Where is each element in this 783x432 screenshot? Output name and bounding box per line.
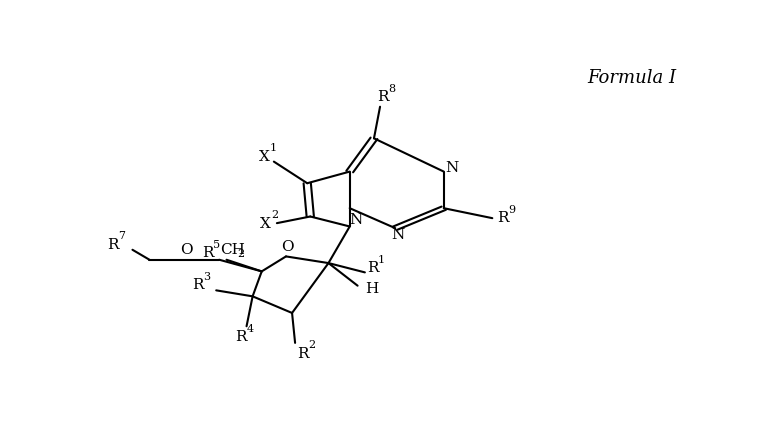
Text: X: X bbox=[260, 217, 271, 231]
Text: O: O bbox=[281, 240, 294, 254]
Text: 2: 2 bbox=[237, 249, 244, 260]
Text: 2: 2 bbox=[308, 340, 315, 350]
Text: R: R bbox=[497, 211, 509, 225]
Text: 9: 9 bbox=[508, 205, 515, 215]
Text: X: X bbox=[258, 149, 269, 164]
Text: R: R bbox=[236, 330, 247, 344]
Text: N: N bbox=[445, 161, 458, 175]
Text: CH: CH bbox=[221, 243, 245, 257]
Text: R: R bbox=[297, 346, 309, 361]
Text: 1: 1 bbox=[377, 255, 384, 265]
Text: 1: 1 bbox=[269, 143, 276, 153]
Text: H: H bbox=[365, 282, 378, 296]
Text: R: R bbox=[202, 246, 214, 260]
Text: Formula I: Formula I bbox=[587, 70, 677, 87]
Text: R: R bbox=[107, 238, 118, 252]
Text: 8: 8 bbox=[388, 84, 395, 94]
Text: R: R bbox=[192, 278, 204, 292]
Text: 4: 4 bbox=[247, 324, 254, 334]
Text: 2: 2 bbox=[271, 210, 278, 220]
Text: R: R bbox=[377, 90, 388, 105]
Text: O: O bbox=[180, 243, 193, 257]
Text: N: N bbox=[392, 228, 405, 242]
Text: N: N bbox=[349, 213, 363, 228]
Text: R: R bbox=[366, 261, 378, 275]
Text: 7: 7 bbox=[118, 232, 125, 241]
Text: 3: 3 bbox=[203, 272, 210, 282]
Text: 5: 5 bbox=[213, 240, 220, 250]
